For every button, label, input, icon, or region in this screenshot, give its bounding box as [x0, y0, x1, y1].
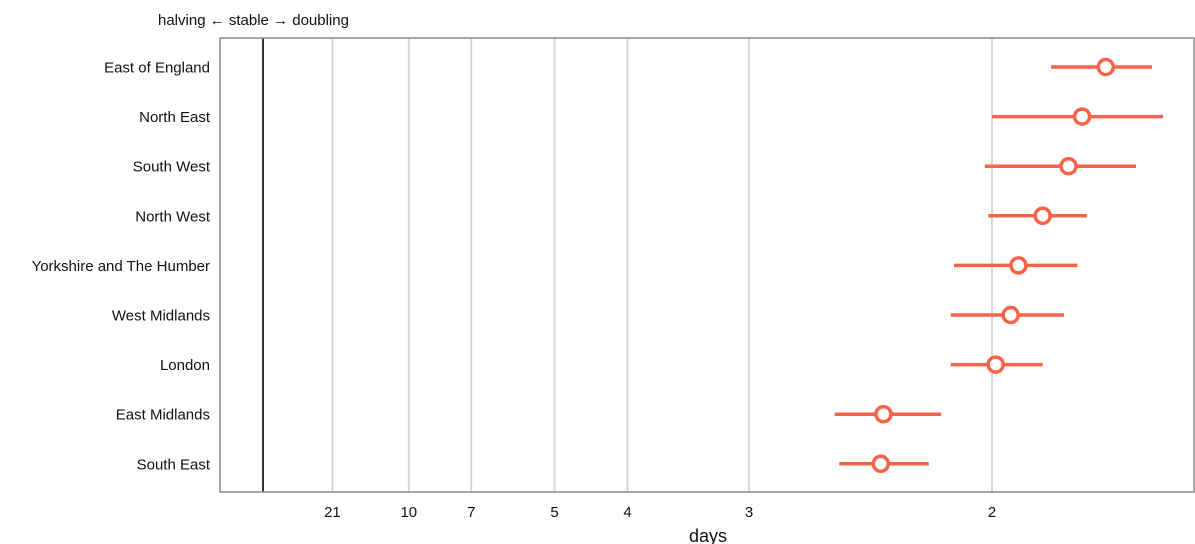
region-label: London [160, 357, 210, 374]
region-label: North East [139, 109, 211, 126]
x-tick-label: 4 [623, 504, 631, 521]
estimate-point [986, 355, 1005, 374]
estimate-point [1096, 57, 1116, 77]
x-axis-title: days [689, 526, 727, 544]
x-tick-label: 21 [324, 504, 341, 521]
region-label: East of England [104, 60, 210, 77]
estimate-series [834, 57, 1163, 474]
estimate-point [874, 404, 893, 424]
estimate-point [871, 454, 891, 474]
x-tick-label: 10 [400, 504, 417, 521]
region-label: South East [137, 456, 211, 473]
estimate-point [1001, 305, 1020, 325]
estimate-point [1072, 107, 1092, 126]
estimate-point [1033, 206, 1052, 226]
estimate-point [1059, 156, 1078, 176]
x-tick-label: 7 [467, 504, 475, 521]
x-tick-label: 3 [745, 504, 753, 521]
region-label: South West [133, 159, 211, 176]
x-tick-label: 5 [550, 504, 558, 521]
chart-subtitle: halving ← stable → doubling [158, 12, 349, 29]
x-axis-ticks: 21 10 7 5 4 3 2 [324, 504, 996, 521]
grid-lines [331, 38, 993, 492]
region-label: North West [135, 208, 211, 225]
region-label: Yorkshire and The Humber [32, 258, 210, 275]
x-tick-label: 2 [988, 504, 996, 521]
region-label: East Midlands [116, 407, 210, 424]
plot-frame [219, 37, 1195, 493]
region-label: West Midlands [112, 308, 210, 325]
estimate-point [1009, 256, 1028, 275]
region-labels: East of England North East South West North… [32, 60, 211, 474]
